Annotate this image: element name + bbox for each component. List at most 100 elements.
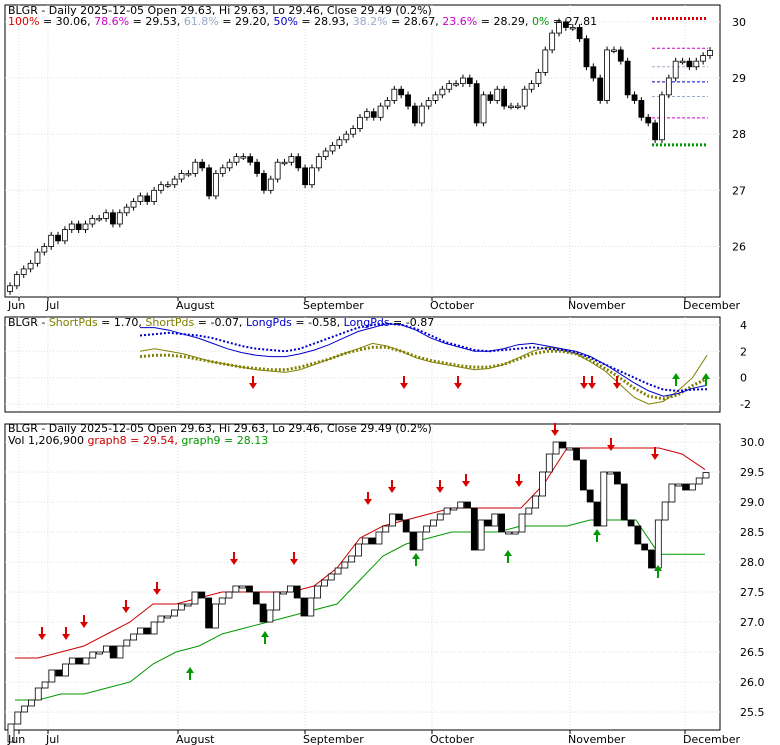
price-candle: [226, 161, 233, 169]
price-candle: [240, 156, 247, 159]
signal-candle: [450, 507, 458, 511]
price-panel-grid: [5, 5, 720, 297]
price-candle: [576, 27, 583, 40]
price-candle: [151, 189, 158, 202]
price-candle: [103, 212, 109, 219]
price-candle: [89, 217, 96, 225]
signal-candle: [96, 651, 103, 655]
price-candle: [315, 156, 322, 169]
price-candle: [384, 100, 391, 107]
signal-x-label: November: [568, 733, 626, 745]
price-x-label: August: [176, 299, 215, 312]
sell-arrow-icon: [607, 445, 615, 451]
price-candle: [542, 49, 549, 73]
price-candle: [336, 139, 343, 146]
signal-candle: [525, 507, 533, 515]
oscillator-grid: [5, 317, 720, 412]
signal-candle: [314, 585, 322, 599]
price-candle: [700, 55, 707, 62]
price-candle: [185, 173, 192, 176]
signal-y-tick: 28.0: [740, 556, 765, 569]
price-candle: [672, 60, 679, 79]
price-candle: [7, 285, 13, 292]
signal-candles: [7, 441, 710, 743]
oscillator-legend-value: = -0.07,: [194, 316, 246, 329]
signal-candle: [607, 471, 615, 475]
sell-arrow-icon: [515, 481, 523, 487]
signal-x-label: September: [303, 733, 364, 745]
price-candle: [34, 251, 41, 264]
price-candle: [343, 133, 350, 141]
price-candle: [55, 234, 61, 242]
price-candle: [528, 83, 535, 90]
signal-candle: [361, 537, 369, 545]
price-candle: [590, 66, 597, 79]
price-y-tick: 29: [732, 72, 746, 85]
price-candle: [20, 268, 27, 275]
signal-candle: [641, 543, 649, 551]
sell-arrow-icon: [249, 383, 257, 389]
graph8-legend: graph8 = 29.54,: [87, 434, 181, 447]
oscillator-arrows: [249, 373, 710, 389]
buy-arrow-icon: [186, 667, 194, 673]
oscillator-y-tick: 4: [740, 319, 747, 332]
signal-candle: [634, 525, 642, 545]
oscillator-lines: [139, 322, 708, 405]
price-x-label: December: [683, 299, 741, 312]
price-candle: [707, 50, 713, 56]
sell-arrow-icon: [122, 607, 130, 613]
signal-candle: [307, 597, 315, 617]
price-candle: [370, 111, 377, 118]
buy-arrow-icon: [702, 373, 710, 379]
signal-candle: [293, 585, 301, 599]
signal-candle: [545, 453, 553, 473]
signal-candle: [273, 591, 281, 611]
price-candle: [302, 167, 308, 186]
signal-candle: [416, 531, 424, 551]
signal-candle: [327, 573, 335, 581]
signal-candle: [286, 585, 294, 593]
sell-arrow-icon: [80, 622, 88, 628]
signal-candle: [130, 633, 138, 641]
price-candle: [41, 246, 48, 253]
price-candle: [137, 195, 144, 202]
price-panel-title: BLGR - Daily 2025-12-05 Open 29.63, Hi 2…: [8, 4, 432, 17]
sell-arrow-icon: [38, 634, 46, 640]
signal-candle: [171, 609, 178, 617]
price-candle: [624, 60, 631, 96]
fib-legend-value: = 28.67,: [388, 15, 443, 28]
price-candle: [288, 156, 295, 163]
signal-candle: [552, 441, 560, 455]
oscillator-legend-value: = 1.70,: [98, 316, 146, 329]
price-candle: [562, 21, 569, 28]
buy-arrow-icon: [672, 373, 680, 379]
oscillator-series-line: [139, 345, 708, 401]
price-candle: [144, 195, 151, 202]
signal-y-tick: 27.0: [740, 616, 765, 629]
price-candle: [473, 83, 480, 124]
sell-arrow-icon: [153, 589, 161, 595]
oscillator-y-tick: 0: [740, 372, 747, 385]
sell-arrow-icon: [364, 499, 372, 505]
fib-legend-value: = 28.29,: [477, 15, 532, 28]
price-candle: [549, 32, 556, 51]
price-candle: [508, 105, 514, 108]
signal-candle: [600, 471, 608, 527]
signal-candle: [68, 657, 76, 665]
fib-legend-label: 50%: [273, 15, 297, 28]
price-candle: [377, 105, 384, 118]
price-candle: [514, 105, 521, 108]
signal-candle: [239, 585, 247, 589]
signal-candle: [457, 501, 465, 509]
signal-y-tick: 28.5: [740, 526, 765, 539]
signal-candle: [150, 621, 158, 635]
signal-candle: [409, 531, 417, 551]
signal-candle: [614, 471, 621, 485]
price-candle: [322, 150, 329, 158]
sell-arrow-icon: [588, 383, 596, 389]
oscillator-legend-ticker: BLGR -: [8, 316, 49, 329]
signal-series-line: [15, 519, 705, 701]
signal-candle: [157, 615, 165, 623]
signal-x-label: Jun: [7, 733, 25, 745]
price-x-label: Jun: [7, 299, 25, 312]
